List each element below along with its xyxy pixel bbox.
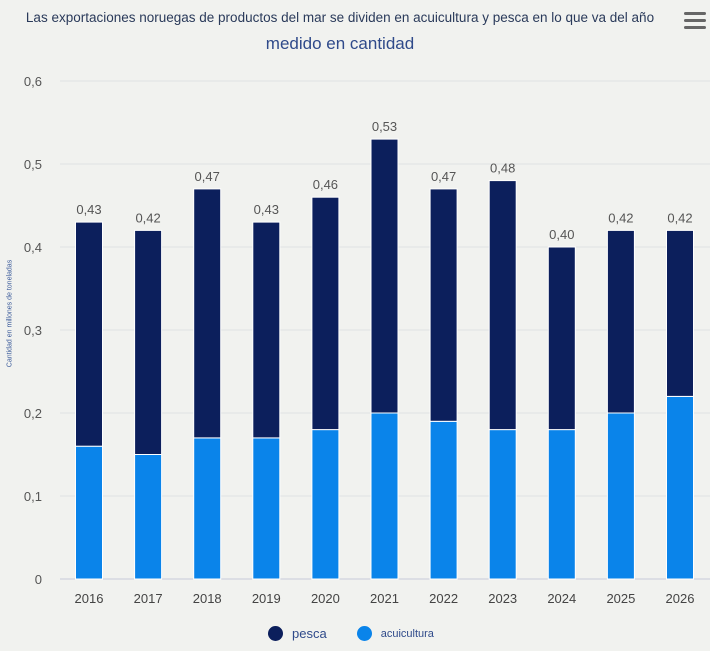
x-tick-label: 2023 <box>488 591 517 606</box>
x-tick-label: 2017 <box>134 591 163 606</box>
bar-acuicultura[interactable] <box>606 412 635 580</box>
total-data-label: 0,46 <box>313 177 338 192</box>
bar-pesca[interactable] <box>370 138 399 414</box>
bar-acuicultura[interactable] <box>429 420 458 580</box>
bar-pesca[interactable] <box>547 246 576 431</box>
bar-pesca[interactable] <box>429 188 458 422</box>
legend-marker-acuicultura <box>356 626 372 641</box>
total-data-label: 0,42 <box>608 210 633 225</box>
legend-item-pesca[interactable]: pesca <box>268 626 327 641</box>
bar-pesca[interactable] <box>252 221 281 439</box>
total-data-label: 0,53 <box>372 119 397 134</box>
bar-acuicultura[interactable] <box>75 445 103 580</box>
bar-pesca[interactable] <box>606 229 635 414</box>
y-tick-label: 0,1 <box>24 489 42 504</box>
legend-item-acuicultura[interactable]: acuicultura <box>356 626 434 641</box>
y-tick-label: 0,2 <box>24 406 42 421</box>
total-data-label: 0,48 <box>490 161 515 176</box>
x-tick-label: 2020 <box>311 591 340 606</box>
bar-acuicultura[interactable] <box>193 437 222 580</box>
total-data-label: 0,42 <box>667 210 692 225</box>
total-data-label: 0,43 <box>254 202 279 217</box>
bar-acuicultura[interactable] <box>252 437 281 580</box>
y-tick-label: 0,3 <box>24 323 42 338</box>
bar-acuicultura[interactable] <box>311 429 340 580</box>
x-tick-label: 2016 <box>75 591 104 606</box>
bar-pesca[interactable] <box>75 221 103 447</box>
y-tick-label: 0 <box>35 572 42 587</box>
chart-title: Las exportaciones noruegas de productos … <box>25 10 655 25</box>
total-data-label: 0,43 <box>76 202 101 217</box>
x-tick-label: 2018 <box>193 591 222 606</box>
total-data-label: 0,42 <box>135 210 160 225</box>
x-tick-label: 2026 <box>666 591 695 606</box>
legend-label-acuicultura: acuicultura <box>380 627 434 640</box>
legend-label-pesca: pesca <box>292 626 327 641</box>
bar-acuicultura[interactable] <box>547 429 576 580</box>
x-tick-label: 2025 <box>606 591 635 606</box>
y-tick-label: 0,4 <box>24 240 42 255</box>
x-tick-label: 2024 <box>547 591 576 606</box>
bar-acuicultura[interactable] <box>488 429 517 580</box>
total-data-label: 0,47 <box>431 169 456 184</box>
bar-acuicultura[interactable] <box>666 395 694 580</box>
chart-plot: 0 0,1 0,2 0,3 0,4 0,5 0,6 0,43 2016 0,42 2017 0,47 2… <box>24 74 710 606</box>
chart-subtitle: medido en cantidad <box>265 34 415 53</box>
total-data-label: 0,40 <box>549 227 574 242</box>
hamburger-menu-icon[interactable] <box>684 12 706 32</box>
bar-acuicultura[interactable] <box>134 454 163 580</box>
legend: pesca acuicultura <box>268 626 464 641</box>
bar-pesca[interactable] <box>666 229 694 397</box>
bar-pesca[interactable] <box>134 229 163 455</box>
y-tick-label: 0,5 <box>24 157 42 172</box>
x-tick-label: 2022 <box>429 591 458 606</box>
x-tick-label: 2019 <box>252 591 281 606</box>
legend-marker-pesca <box>268 626 283 641</box>
y-tick-label: 0,6 <box>24 74 42 89</box>
bar-acuicultura[interactable] <box>370 412 399 580</box>
bar-pesca[interactable] <box>311 196 340 431</box>
x-tick-label: 2021 <box>370 591 399 606</box>
bar-pesca[interactable] <box>488 180 517 431</box>
bar-pesca[interactable] <box>193 188 222 439</box>
total-data-label: 0,47 <box>195 169 220 184</box>
